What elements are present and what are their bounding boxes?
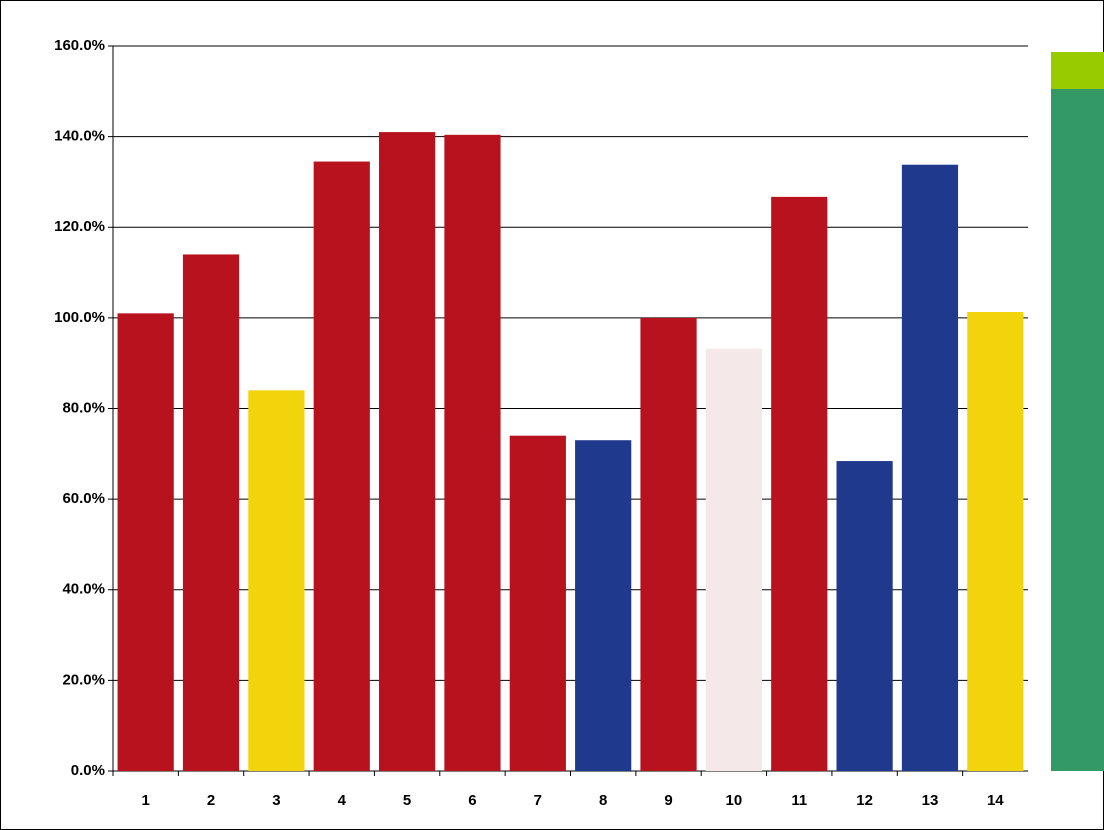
x-tick-label: 5 [403,792,411,809]
bar [575,440,632,771]
x-tick-label: 7 [534,792,542,809]
bar [379,132,436,771]
bar [509,435,566,771]
bar [967,311,1024,771]
x-tick-label: 4 [338,792,347,809]
y-tick-label: 160.0% [54,37,105,54]
y-tick-label: 140.0% [54,128,105,145]
bar [901,164,959,771]
x-tick-label: 1 [142,792,150,809]
legend-block [1051,89,1104,771]
bar [444,134,501,771]
y-tick-label: 120.0% [54,218,105,235]
x-tick-label: 8 [599,792,607,809]
x-tick-label: 9 [664,792,672,809]
bar [248,390,305,771]
y-tick-label: 40.0% [62,581,105,598]
bar [705,348,762,771]
x-tick-label: 3 [272,792,280,809]
x-tick-label: 2 [207,792,215,809]
bar [117,313,174,771]
y-tick-label: 20.0% [62,671,105,688]
x-tick-label: 11 [791,792,807,809]
y-tick-label: 60.0% [62,490,105,507]
bar [836,461,893,771]
bar [640,317,697,771]
legend-swatch [1051,52,1104,89]
y-tick-label: 0.0% [71,762,105,779]
x-tick-label: 6 [468,792,476,809]
y-tick-label: 80.0% [62,399,105,416]
x-tick-label: 10 [726,792,743,809]
bar [313,161,370,771]
x-tick-label: 12 [856,792,873,809]
x-tick-label: 14 [987,792,1004,809]
x-tick-label: 13 [922,792,939,809]
bar [182,254,240,771]
y-tick-label: 100.0% [54,309,105,326]
bar [771,196,828,771]
